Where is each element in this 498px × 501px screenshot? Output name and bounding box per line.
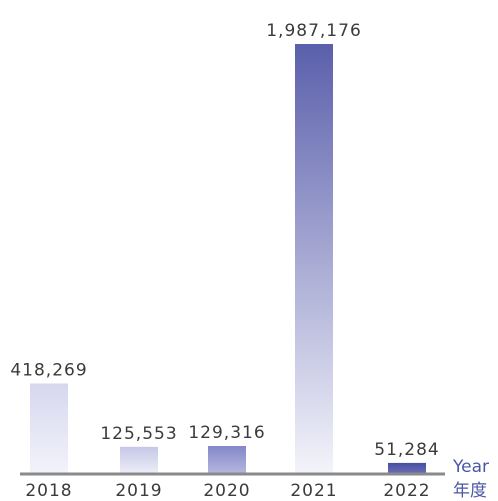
x-axis-title-chinese: 年度	[453, 481, 487, 501]
bar-2021	[295, 44, 333, 474]
x-tick-label-2022: 2022	[383, 481, 430, 501]
x-axis-title: Year	[452, 457, 489, 477]
x-tick-label-2021: 2021	[290, 481, 337, 501]
bars-group	[30, 44, 426, 474]
x-tick-label-2020: 2020	[203, 481, 250, 501]
value-labels-group: 418,269 125,553 129,316 1,987,176 51,284	[10, 21, 439, 460]
value-label-2019: 125,553	[100, 424, 177, 444]
value-label-2022: 51,284	[374, 440, 439, 460]
value-label-2020: 129,316	[188, 423, 265, 443]
bar-2020	[208, 446, 246, 474]
x-tick-label-2019: 2019	[115, 481, 162, 501]
x-tick-labels-group: 2018 2019 2020 2021 2022	[25, 481, 430, 501]
value-label-2021: 1,987,176	[266, 21, 362, 41]
value-label-2018: 418,269	[10, 360, 87, 380]
bar-2022	[388, 462, 426, 474]
x-tick-label-2018: 2018	[25, 481, 72, 501]
bar-2018	[30, 383, 68, 474]
bar-2019	[120, 446, 158, 474]
